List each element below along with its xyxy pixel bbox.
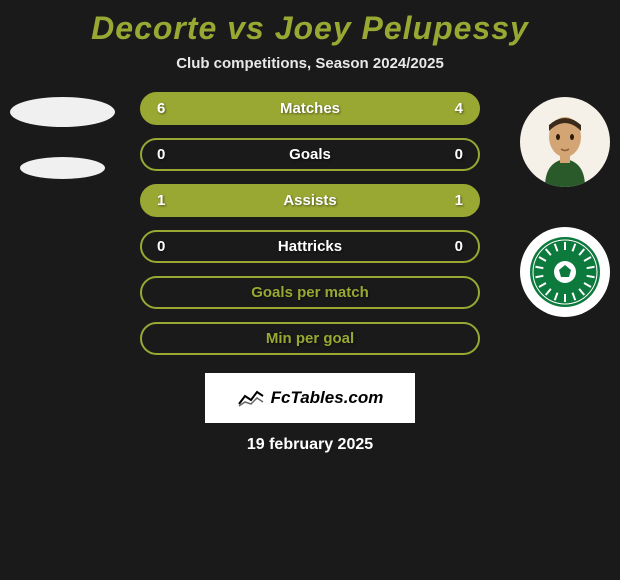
- chart-line-icon: [237, 388, 265, 408]
- comparison-content: 6 Matches 4 0 Goals 0 1 Assists 1 0 Hatt…: [20, 92, 600, 355]
- player-photo-icon: [520, 97, 610, 187]
- stat-label: Matches: [280, 100, 340, 117]
- stats-column: 6 Matches 4 0 Goals 0 1 Assists 1 0 Hatt…: [140, 92, 480, 355]
- player-avatar-placeholder: [10, 97, 115, 127]
- stat-bar-matches: 6 Matches 4: [140, 92, 480, 125]
- stat-bar-goals: 0 Goals 0: [140, 138, 480, 171]
- stat-left-value: 0: [157, 238, 177, 255]
- stat-left-value: 1: [157, 192, 177, 209]
- stat-label: Goals: [289, 146, 331, 163]
- branding-text: FcTables.com: [271, 388, 384, 408]
- stat-label: Min per goal: [266, 330, 354, 347]
- stat-label: Hattricks: [278, 238, 342, 255]
- stat-bar-goals-per-match: Goals per match: [140, 276, 480, 309]
- club-crest-icon: [530, 237, 600, 307]
- stat-bar-assists: 1 Assists 1: [140, 184, 480, 217]
- stat-label: Assists: [283, 192, 336, 209]
- stat-left-value: 6: [157, 100, 177, 117]
- right-player-avatars: [520, 97, 610, 317]
- stat-right-value: 0: [443, 238, 463, 255]
- stat-bar-hattricks: 0 Hattricks 0: [140, 230, 480, 263]
- stat-label: Goals per match: [251, 284, 369, 301]
- infographic-container: Decorte vs Joey Pelupessy Club competiti…: [0, 0, 620, 580]
- stat-right-value: 1: [443, 192, 463, 209]
- club-logo: [520, 227, 610, 317]
- comparison-subtitle: Club competitions, Season 2024/2025: [20, 55, 600, 72]
- player-avatar: [520, 97, 610, 187]
- stat-bar-min-per-goal: Min per goal: [140, 322, 480, 355]
- comparison-title: Decorte vs Joey Pelupessy: [20, 10, 600, 47]
- club-avatar-placeholder: [20, 157, 105, 179]
- stat-right-value: 4: [443, 100, 463, 117]
- stat-left-value: 0: [157, 146, 177, 163]
- stat-right-value: 0: [443, 146, 463, 163]
- left-player-avatars: [10, 97, 115, 179]
- club-logo-inner: [530, 237, 600, 307]
- infographic-date: 19 february 2025: [20, 436, 600, 454]
- branding-badge: FcTables.com: [205, 373, 415, 423]
